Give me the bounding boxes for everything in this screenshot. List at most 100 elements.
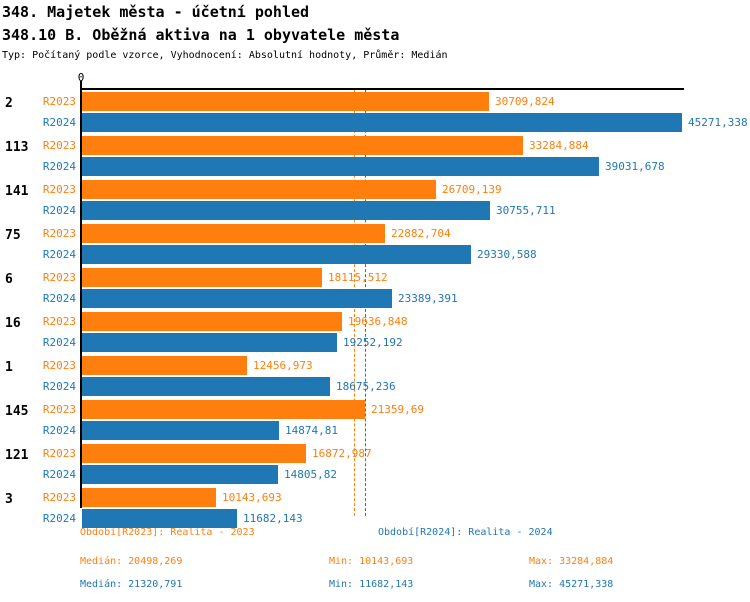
bar-value-label: 45271,338: [688, 116, 748, 129]
bar-group-6: 6 R2023 18115,512 R2024 23389,391: [5, 268, 684, 310]
series-label-r2023: R2023: [42, 491, 76, 504]
bar-r2023: [82, 136, 523, 155]
series-label-r2023: R2023: [42, 315, 76, 328]
bar-row-r2024: R2024 14805,82: [43, 465, 684, 484]
bar-row-r2023: R2023 30709,824: [43, 92, 684, 111]
bar-row-r2024: R2024 23389,391: [43, 289, 684, 308]
bar-r2023: [82, 268, 322, 287]
series-label-r2024: R2024: [42, 468, 76, 481]
category-label: 113: [5, 140, 29, 155]
bar-row-r2024: R2024 18675,236: [43, 377, 684, 396]
series-label-r2024: R2024: [42, 248, 76, 261]
series-label-r2024: R2024: [42, 160, 76, 173]
legend-item-r2023: Období[R2023]: Realita - 2023: [80, 527, 255, 538]
bar-value-label: 30755,711: [496, 204, 556, 217]
bar-group-1: 1 R2023 12456,973 R2024 18675,236: [5, 356, 684, 398]
series-label-r2023: R2023: [42, 403, 76, 416]
bar-value-label: 30709,824: [495, 95, 555, 108]
bar-value-label: 19252,192: [343, 336, 403, 349]
stat-max-r2024: Max: 45271,338: [529, 579, 614, 590]
bar-value-label: 23389,391: [398, 292, 458, 305]
series-label-r2023: R2023: [42, 447, 76, 460]
bar-group-145: 145 R2023 21359,69 R2024 14874,81: [5, 400, 684, 442]
bar-row-r2024: R2024 29330,588: [43, 245, 684, 264]
series-label-r2023: R2023: [42, 271, 76, 284]
bar-value-label: 22882,704: [391, 227, 451, 240]
bar-r2024: [82, 465, 278, 484]
bar-row-r2023: R2023 12456,973: [43, 356, 684, 375]
bar-r2023: [82, 312, 342, 331]
stat-min-r2023: Min: 10143,693: [329, 556, 414, 567]
bar-row-r2023: R2023 18115,512: [43, 268, 684, 287]
bar-value-label: 19636,848: [348, 315, 408, 328]
bar-row-r2024: R2024 39031,678: [43, 157, 684, 176]
category-label: 141: [5, 184, 29, 199]
series-label-r2024: R2024: [42, 204, 76, 217]
x-axis-zero-tick: [80, 81, 82, 88]
bar-row-r2024: R2024 11682,143: [43, 509, 684, 528]
bar-value-label: 26709,139: [442, 183, 502, 196]
bar-r2024: [82, 157, 599, 176]
bar-r2024: [82, 289, 392, 308]
bar-r2024: [82, 113, 682, 132]
bar-group-16: 16 R2023 19636,848 R2024 19252,192: [5, 312, 684, 354]
page-title: 348. Majetek města - účetní pohled: [2, 3, 310, 21]
bar-group-113: 113 R2023 33284,884 R2024 39031,678: [5, 136, 684, 178]
bar-r2024: [82, 421, 279, 440]
category-label: 121: [5, 448, 29, 463]
category-label: 3: [5, 492, 13, 507]
bar-row-r2023: R2023 26709,139: [43, 180, 684, 199]
bar-value-label: 21359,69: [371, 403, 424, 416]
bar-row-r2023: R2023 22882,704: [43, 224, 684, 243]
series-label-r2024: R2024: [42, 116, 76, 129]
category-label: 16: [5, 316, 21, 331]
x-axis-zero-label: 0: [77, 71, 85, 84]
bar-r2024: [82, 509, 237, 528]
category-label: 6: [5, 272, 13, 287]
category-label: 2: [5, 96, 13, 111]
category-label: 145: [5, 404, 29, 419]
bar-value-label: 14874,81: [285, 424, 338, 437]
bar-value-label: 11682,143: [243, 512, 303, 525]
stat-median-r2024: Medián: 21320,791: [80, 579, 183, 590]
chart-subtitle: 348.10 B. Oběžná aktiva na 1 obyvatele m…: [2, 26, 400, 44]
series-label-r2024: R2024: [42, 512, 76, 525]
plot-area: 0 2 R2023 30709,824 R2024 45271,338 113 R2023 3…: [5, 71, 748, 528]
stat-median-r2023: Medián: 20498,269: [80, 556, 183, 567]
bar-r2023: [82, 488, 216, 507]
bar-value-label: 33284,884: [529, 139, 589, 152]
bar-r2023: [82, 400, 365, 419]
bar-r2024: [82, 245, 471, 264]
bar-r2024: [82, 377, 330, 396]
bar-value-label: 39031,678: [605, 160, 665, 173]
chart-meta-line: Typ: Počítaný podle vzorce, Vyhodnocení:…: [2, 50, 448, 61]
stat-min-r2024: Min: 11682,143: [329, 579, 414, 590]
bar-value-label: 14805,82: [284, 468, 337, 481]
bar-row-r2024: R2024 45271,338: [43, 113, 748, 132]
bar-row-r2024: R2024 19252,192: [43, 333, 684, 352]
bar-r2024: [82, 201, 490, 220]
bar-row-r2023: R2023 21359,69: [43, 400, 684, 419]
series-label-r2024: R2024: [42, 292, 76, 305]
bar-value-label: 10143,693: [222, 491, 282, 504]
bar-row-r2023: R2023 10143,693: [43, 488, 684, 507]
bar-r2024: [82, 333, 337, 352]
bar-group-2: 2 R2023 30709,824 R2024 45271,338: [5, 92, 748, 134]
bar-value-label: 29330,588: [477, 248, 537, 261]
series-label-r2023: R2023: [42, 139, 76, 152]
bar-row-r2023: R2023 16872,987: [43, 444, 684, 463]
series-label-r2023: R2023: [42, 227, 76, 240]
bar-row-r2023: R2023 19636,848: [43, 312, 684, 331]
bar-group-3: 3 R2023 10143,693 R2024 11682,143: [5, 488, 684, 530]
bar-value-label: 16872,987: [312, 447, 372, 460]
series-label-r2023: R2023: [42, 95, 76, 108]
bar-r2023: [82, 444, 306, 463]
bar-row-r2024: R2024 30755,711: [43, 201, 684, 220]
bar-r2023: [82, 224, 385, 243]
bar-r2023: [82, 356, 247, 375]
series-label-r2023: R2023: [42, 183, 76, 196]
series-label-r2024: R2024: [42, 380, 76, 393]
series-label-r2024: R2024: [42, 424, 76, 437]
legend-item-r2024: Období[R2024]: Realita - 2024: [378, 527, 553, 538]
stat-max-r2023: Max: 33284,884: [529, 556, 614, 567]
